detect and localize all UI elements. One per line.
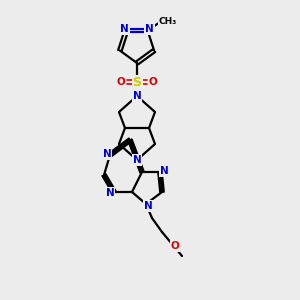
Text: N: N: [133, 155, 141, 165]
Text: N: N: [133, 91, 141, 101]
Text: N: N: [106, 188, 114, 198]
Text: N: N: [144, 201, 152, 211]
Text: N: N: [160, 166, 168, 176]
Text: S: S: [133, 76, 142, 88]
Text: N: N: [120, 24, 129, 34]
Text: O: O: [117, 77, 125, 87]
Text: N: N: [145, 24, 154, 34]
Text: N: N: [103, 149, 111, 159]
Text: O: O: [148, 77, 158, 87]
Text: O: O: [171, 241, 179, 251]
Text: CH₃: CH₃: [158, 17, 177, 26]
